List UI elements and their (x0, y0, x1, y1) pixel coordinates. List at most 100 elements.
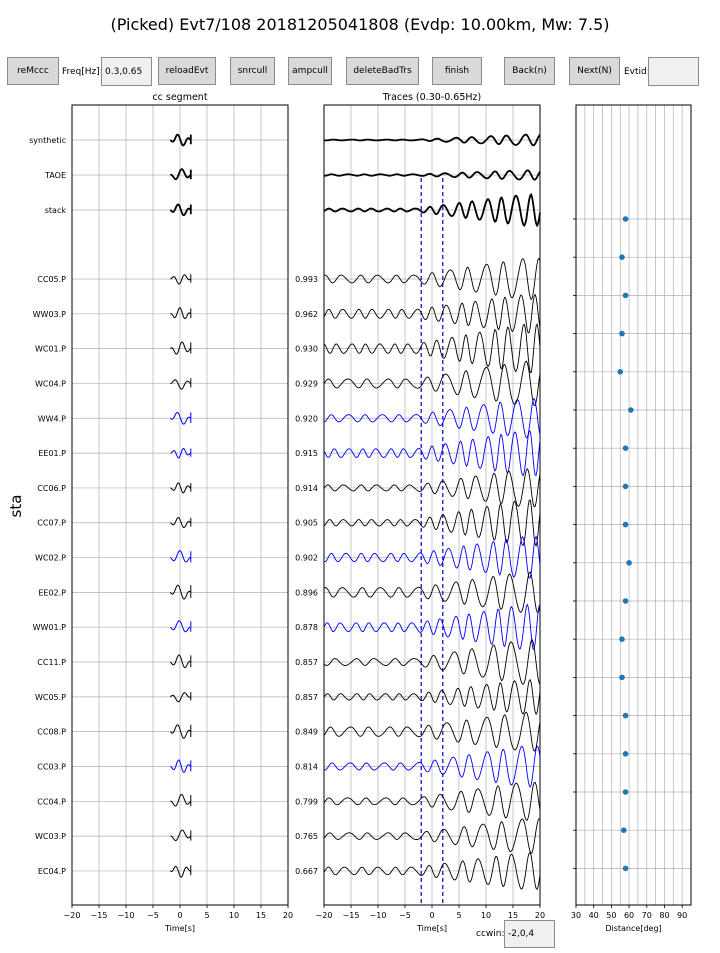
cc-value-label: 0.929 (295, 379, 318, 388)
cc-value-label: 0.905 (295, 519, 318, 528)
distance-marker (622, 216, 629, 222)
deletebadtrs-button[interactable]: deleteBadTrs (346, 57, 419, 85)
cc-value-label: 0.914 (295, 484, 318, 493)
remccc-button[interactable]: reMccc (7, 57, 59, 85)
seismic-trace (323, 852, 541, 891)
distance-marker (619, 674, 625, 681)
freq-label: Freq[Hz]: (62, 67, 103, 77)
distance-xlabel: Distance[deg] (605, 924, 661, 933)
distance-marker (622, 521, 629, 528)
cc-value-label: 0.902 (295, 554, 318, 563)
seismic-trace (323, 360, 541, 406)
seismic-trace (323, 467, 541, 508)
seismogram-segment (170, 274, 192, 285)
page-title: (Picked) Evt7/108 20181205041808 (Evdp: … (110, 15, 610, 34)
seismic-trace (323, 781, 541, 821)
seismogram-segment-blue (169, 411, 192, 425)
seismic-trace (324, 169, 541, 181)
seismic-trace (323, 818, 541, 855)
distance-marker (619, 254, 625, 260)
x-tick-label: −15 (91, 911, 108, 920)
station-label: WW03.P (33, 310, 67, 319)
x-tick-label: 5 (204, 911, 209, 920)
distance-marker (628, 407, 634, 413)
ampcull-button[interactable]: ampcull (288, 57, 332, 85)
cc-value-label: 0.993 (295, 275, 318, 284)
seismogram-segment (170, 829, 192, 841)
snrcull-button[interactable]: snrcull (230, 57, 275, 85)
reference-trace-label: synthetic (29, 136, 66, 145)
y-axis-label: sta (7, 495, 25, 518)
next-button[interactable]: Next(N) (569, 57, 620, 85)
seismogram-segment (169, 516, 192, 528)
seismogram-segment (169, 341, 192, 355)
back-button[interactable]: Back(n) (504, 57, 555, 85)
cc-value-label: 0.920 (295, 414, 318, 423)
finish-button[interactable]: finish (432, 57, 482, 85)
seismic-trace-blue (323, 745, 541, 788)
station-label: EE02.P (38, 588, 66, 597)
cc-value-label: 0.814 (295, 762, 318, 771)
distance-axes (575, 104, 692, 906)
distance-marker (622, 445, 629, 452)
cc-value-label: 0.849 (295, 728, 318, 737)
seismic-trace (323, 638, 541, 685)
cc-value-label: 0.930 (295, 345, 318, 354)
seismogram-segment (169, 168, 192, 181)
seismogram-segment (169, 865, 192, 878)
cc-value-label: 0.878 (295, 623, 318, 632)
freq-input[interactable]: 0.3,0.65 (101, 57, 152, 86)
seismic-trace (323, 133, 541, 147)
seismogram-segment-blue (169, 620, 192, 633)
x-tick-label: −15 (343, 911, 360, 920)
reference-trace-label: TAOE (44, 171, 66, 180)
distance-marker (622, 483, 629, 490)
x-tick-label: 20 (283, 911, 293, 920)
x-tick-label: −5 (399, 911, 411, 920)
distance-marker (622, 789, 629, 795)
cc-value-label: 0.857 (295, 693, 318, 702)
station-label: WC04.P (35, 379, 66, 388)
evtid-label: Evtid: (624, 67, 650, 77)
x-tick-label: 70 (642, 911, 652, 920)
station-label: WC03.P (35, 832, 66, 841)
x-tick-label: −10 (370, 911, 387, 920)
x-tick-label: 5 (456, 911, 461, 920)
distance-marker (622, 292, 629, 299)
seismic-trace (323, 322, 541, 373)
seismic-trace (323, 257, 541, 301)
seismogram-segment (170, 482, 192, 494)
distance-marker (620, 827, 627, 833)
x-tick-label: 30 (571, 911, 581, 920)
station-label: CC04.P (37, 797, 66, 806)
seismogram-segment (169, 692, 192, 703)
seismogram-segment (169, 654, 192, 668)
reloadevt-button[interactable]: reloadEvt (158, 57, 216, 85)
evtid-input[interactable] (648, 57, 699, 86)
station-label: CC11.P (37, 658, 66, 667)
distance-marker (622, 751, 629, 757)
x-tick-label: −10 (118, 911, 135, 920)
seismogram-segment-blue (170, 759, 192, 773)
ccwin-label: ccwin: (476, 929, 505, 939)
distance-panel: 30 40 50 60 70 80 90 Distance[deg] (571, 104, 692, 933)
x-tick-label: 10 (229, 911, 239, 920)
x-tick-label: 40 (589, 911, 599, 920)
station-label: EE01.P (38, 449, 66, 458)
seismogram-segment (169, 203, 192, 217)
seismogram-segment (169, 133, 192, 147)
cc-value-label: 0.799 (295, 797, 318, 806)
ccwin-input[interactable]: -2,0,4 (504, 920, 555, 948)
cc-value-label: 0.765 (295, 832, 318, 841)
cc-value-label: 0.915 (295, 449, 318, 458)
station-label: CC07.P (37, 519, 66, 528)
cc-value-label: 0.962 (295, 310, 318, 319)
seismogram-segment-blue (170, 550, 192, 563)
seismic-trace-blue (323, 535, 541, 579)
x-tick-label: −20 (316, 911, 333, 920)
traces-panel: Traces (0.30-0.65Hz) −20 −15 −10 −5 0 5 10 15 20 T… (295, 92, 545, 933)
station-label: CC08.P (37, 728, 66, 737)
reference-trace-label: stack (45, 206, 67, 215)
x-tick-label: 0 (177, 911, 182, 920)
